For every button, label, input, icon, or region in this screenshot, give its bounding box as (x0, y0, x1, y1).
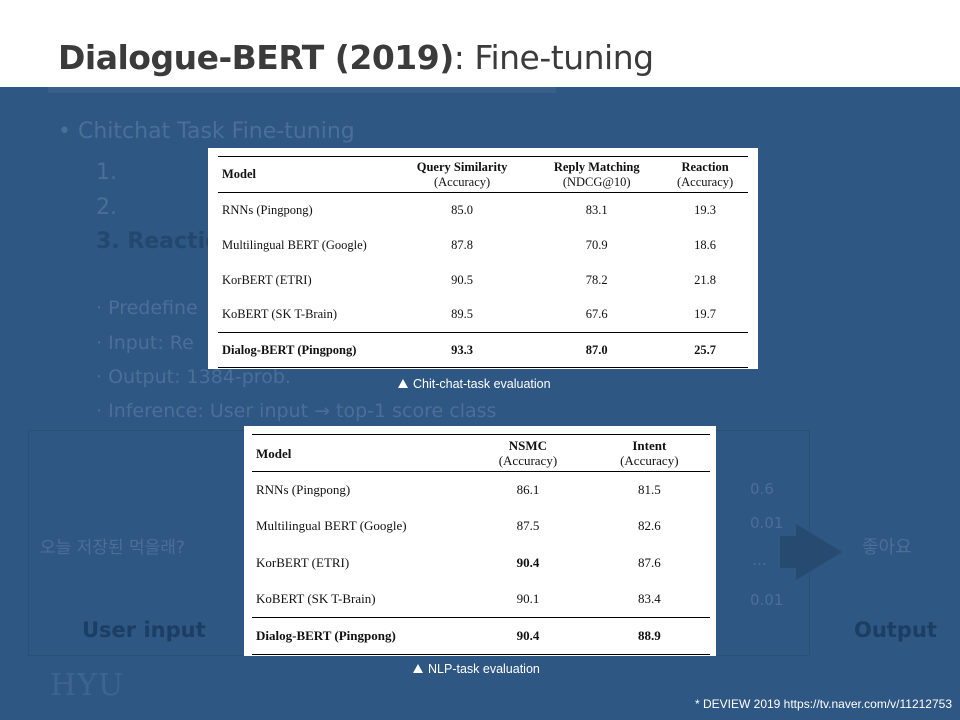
cell-value: 89.5 (451, 307, 473, 322)
cell-value: 93.3 (451, 342, 473, 357)
col-header-model: Model (222, 167, 257, 181)
bg-score-1: 0.6 (750, 480, 774, 498)
bg-korean-input: 오늘 저장된 먹을래? (40, 538, 185, 558)
cell-value: 87.0 (585, 342, 608, 357)
bg-score-2: 0.01 (750, 514, 784, 532)
col-header-reply-matching: Reply Matching (NDCG@10) (553, 160, 640, 189)
cell-value: 78.2 (585, 272, 608, 287)
slide-header: Dialogue-BERT (2019): Fine-tuning (0, 0, 960, 87)
cell-value: 83.1 (585, 202, 608, 217)
title-bold: Dialogue-BERT (2019) (58, 38, 454, 77)
table-row: RNNs (Pingpong) 85.0 83.1 19.3 (218, 193, 748, 228)
cell-model: KoBERT (SK T-Brain) (222, 307, 337, 322)
bg-score-4: 0.01 (750, 591, 784, 609)
bg-sub-1: · Predefine (96, 297, 198, 319)
bg-korean-output: 좋아요 (862, 537, 912, 558)
cell-model: KoBERT (SK T-Brain) (256, 591, 376, 606)
bg-sub-2: · Input: Re (96, 332, 194, 354)
cell-model: Multilingual BERT (Google) (256, 518, 407, 534)
table-row: KorBERT (ETRI) 90.5 78.2 21.8 (218, 263, 748, 298)
cell-model: RNNs (Pingpong) (222, 202, 313, 217)
bg-sub-3: · Output: 1384-prob. (96, 366, 291, 388)
cell-value: 81.5 (637, 482, 661, 497)
cell-value: 25.7 (694, 342, 717, 357)
bg-arrow-icon (796, 524, 842, 580)
col-header-model: Model (256, 445, 292, 461)
bg-item-1: 1. (96, 160, 117, 185)
bg-score-3: … (752, 551, 767, 569)
table-row: KoBERT (SK T-Brain) 89.5 67.6 19.7 (218, 298, 748, 333)
nlp-caption: NLP-task evaluation (413, 662, 540, 676)
cell-model: Dialog-BERT (Pingpong) (222, 342, 357, 357)
bg-bullet: • Chitchat Task Fine-tuning (58, 119, 355, 144)
cell-value: 19.3 (694, 202, 717, 217)
table-row: KorBERT (ETRI) 90.4 87.6 (252, 545, 710, 582)
table-row: KoBERT (SK T-Brain) 90.1 83.4 (252, 581, 710, 618)
table-row-highlight: Dialog-BERT (Pingpong) 93.3 87.0 25.7 (218, 332, 748, 368)
cell-model: KorBERT (ETRI) (256, 554, 350, 570)
cell-model: Multilingual BERT (Google) (222, 237, 367, 252)
cell-value: 87.8 (451, 237, 473, 252)
table-row: Multilingual BERT (Google) 87.5 82.6 (252, 508, 710, 545)
triangle-up-icon (413, 664, 423, 673)
cell-value: 85.0 (451, 202, 473, 217)
table-row: RNNs (Pingpong) 86.1 81.5 (252, 472, 710, 509)
col-header-intent: Intent (Accuracy) (620, 438, 679, 468)
table-header-row: Model NSMC (Accuracy) Intent (Accuracy) (252, 434, 710, 472)
cell-value: 83.4 (637, 591, 661, 606)
source-footnote: * DEVIEW 2019 https://tv.naver.com/v/112… (694, 697, 952, 711)
title-rest: : Fine-tuning (453, 38, 654, 77)
cell-value: 18.6 (694, 237, 717, 252)
bg-item-2: 2. (96, 195, 117, 220)
cell-value-best: 90.4 (516, 554, 540, 570)
cell-value: 90.4 (516, 627, 540, 643)
cell-value: 86.1 (516, 482, 540, 497)
col-header-nsmc: NSMC (Accuracy) (498, 438, 558, 468)
chitchat-results-table: Model Query Similarity (Accuracy) Reply M… (208, 148, 758, 369)
bg-sub-4: · Inference: User input → top-1 score cl… (96, 400, 497, 422)
bg-user-input-label: User input (82, 618, 206, 642)
cell-value: 82.6 (637, 518, 661, 534)
triangle-up-icon (398, 379, 408, 388)
table-row-highlight: Dialog-BERT (Pingpong) 90.4 88.9 (252, 617, 710, 654)
chitchat-caption: Chit-chat-task evaluation (398, 377, 551, 391)
cell-value: 21.8 (694, 272, 717, 287)
cell-value: 19.7 (694, 307, 717, 322)
hyu-logo: HYU (50, 668, 125, 703)
cell-value: 88.9 (637, 627, 661, 643)
table-header-row: Model Query Similarity (Accuracy) Reply M… (218, 156, 748, 193)
cell-model: RNNs (Pingpong) (256, 482, 351, 497)
col-header-query-similarity: Query Similarity (Accuracy) (416, 160, 508, 189)
cell-value: 90.5 (451, 272, 473, 287)
slide-title: Dialogue-BERT (2019): Fine-tuning (58, 38, 654, 77)
cell-model: Dialog-BERT (Pingpong) (256, 627, 396, 643)
cell-value: 87.5 (516, 518, 540, 534)
nlp-results-table: Model NSMC (Accuracy) Intent (Accuracy) RN… (244, 426, 716, 656)
title-underline (48, 87, 556, 93)
cell-model: KorBERT (ETRI) (222, 272, 312, 287)
cell-value: 67.6 (585, 307, 608, 322)
bg-output-label: Output (854, 618, 937, 642)
bg-arrow-stem (780, 536, 798, 568)
table-row: Multilingual BERT (Google) 87.8 70.9 18.… (218, 228, 748, 263)
cell-value: 90.1 (516, 591, 540, 606)
cell-value: 87.6 (637, 554, 661, 570)
cell-value: 70.9 (585, 237, 608, 252)
col-header-reaction: Reaction (Accuracy) (676, 160, 734, 189)
